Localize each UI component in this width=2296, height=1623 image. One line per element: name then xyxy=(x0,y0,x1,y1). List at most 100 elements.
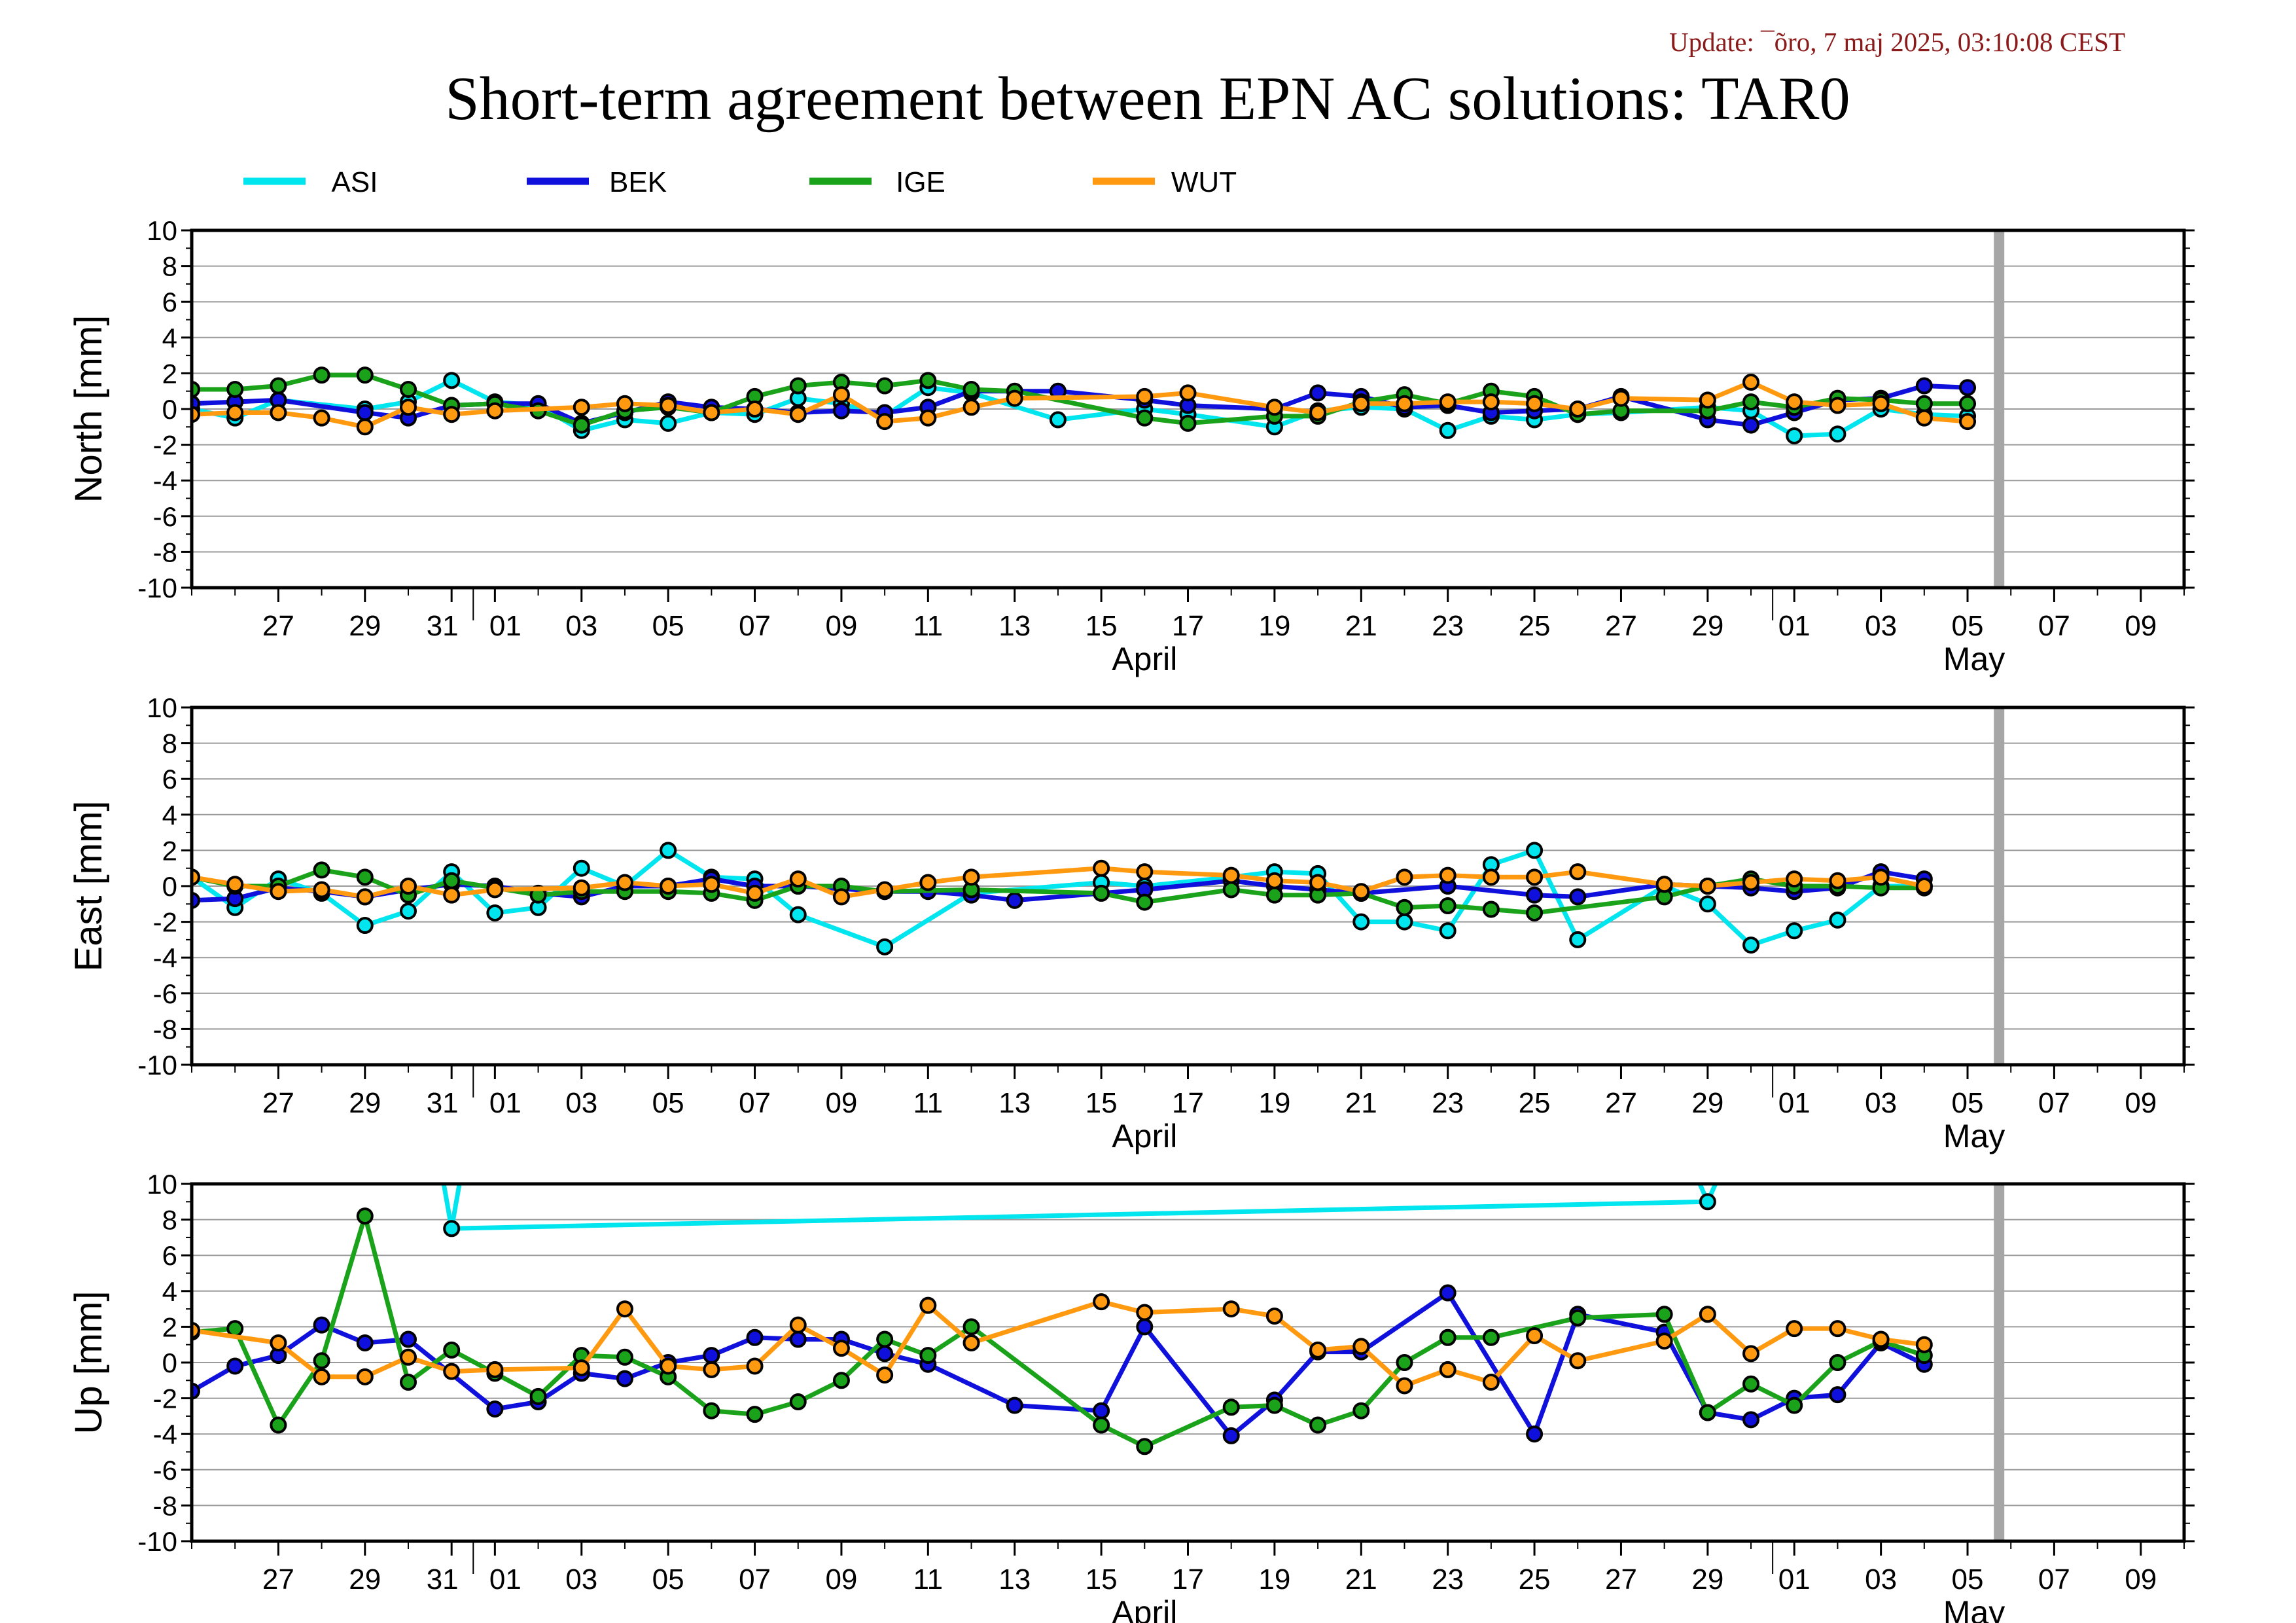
x-tick-label: 05 xyxy=(652,610,684,642)
y-tick-label: -6 xyxy=(153,978,177,1009)
data-point-ige xyxy=(876,377,894,395)
x-tick-label: 05 xyxy=(652,1563,684,1596)
data-point-bek xyxy=(746,1329,764,1346)
data-point-wut xyxy=(789,870,807,888)
y-tick-label: 4 xyxy=(162,800,177,830)
x-tick-label: 17 xyxy=(1172,1087,1204,1119)
data-point-wut xyxy=(1136,387,1154,405)
x-tick-label: 31 xyxy=(427,1087,459,1119)
data-point-asi xyxy=(660,414,677,432)
data-point-bek xyxy=(1526,1425,1544,1443)
data-point-asi xyxy=(1829,425,1846,443)
x-tick-label: 07 xyxy=(739,1087,771,1119)
data-point-wut xyxy=(1526,395,1544,412)
data-point-wut xyxy=(1093,1293,1110,1311)
data-point-ige xyxy=(270,1416,287,1434)
data-point-ige xyxy=(356,868,374,886)
x-tick-label: 29 xyxy=(1691,1563,1723,1596)
data-point-wut xyxy=(192,868,200,886)
x-tick-label: 15 xyxy=(1086,1563,1118,1596)
data-point-wut xyxy=(1179,384,1197,402)
data-point-wut xyxy=(1872,868,1890,886)
data-point-wut xyxy=(1482,1374,1500,1391)
data-point-asi xyxy=(1699,1193,1716,1211)
data-point-ige xyxy=(789,377,807,395)
data-point-ige xyxy=(746,1406,764,1423)
data-point-ige xyxy=(443,1341,461,1359)
data-point-ige xyxy=(529,1387,547,1405)
data-point-wut xyxy=(1439,866,1457,884)
data-point-ige xyxy=(1699,1404,1716,1421)
y-tick-label: -10 xyxy=(137,1526,177,1557)
y-tick-label: 6 xyxy=(162,764,177,794)
data-point-wut xyxy=(226,404,244,421)
data-point-wut xyxy=(1786,870,1803,888)
x-tick-label: 07 xyxy=(739,610,771,642)
data-point-ige xyxy=(313,1352,330,1370)
data-point-wut xyxy=(573,879,590,897)
data-point-wut xyxy=(1742,1345,1760,1363)
data-point-wut xyxy=(876,1366,894,1384)
data-point-bek xyxy=(399,1330,417,1348)
data-point-wut xyxy=(1829,872,1846,889)
data-point-wut xyxy=(1482,393,1500,411)
plot-frame xyxy=(190,705,2186,1067)
y-tick-label: -10 xyxy=(137,1050,177,1080)
data-point-wut xyxy=(1699,1306,1716,1323)
data-point-bek xyxy=(1439,1284,1457,1302)
x-tick-label: 11 xyxy=(913,1563,943,1596)
data-point-wut xyxy=(1569,863,1587,881)
data-point-wut xyxy=(1222,1300,1240,1318)
data-point-ige xyxy=(1136,893,1154,911)
data-point-asi xyxy=(1699,895,1716,913)
x-tick-label: 21 xyxy=(1345,1563,1377,1596)
x-tick-label: 03 xyxy=(565,610,597,642)
x-tick-label: 11 xyxy=(913,610,943,642)
data-point-wut xyxy=(399,399,417,416)
x-tick-label: 01 xyxy=(489,1087,521,1119)
data-point-wut xyxy=(1786,393,1803,411)
data-point-bek xyxy=(703,1347,720,1364)
data-point-ige xyxy=(573,416,590,434)
data-point-ige xyxy=(1265,1397,1283,1414)
data-point-wut xyxy=(703,876,720,893)
plot-frame xyxy=(190,228,2186,590)
series-group xyxy=(192,842,1933,955)
data-point-bek xyxy=(832,402,850,419)
data-point-asi xyxy=(356,917,374,935)
data-point-wut xyxy=(1915,1336,1933,1353)
data-point-ige xyxy=(270,377,287,395)
data-point-wut xyxy=(1915,878,1933,895)
data-point-bek xyxy=(1526,886,1544,904)
data-point-wut xyxy=(919,409,937,427)
data-point-wut xyxy=(1265,399,1283,416)
data-point-wut xyxy=(270,883,287,901)
x-tick-label: 19 xyxy=(1258,1563,1290,1596)
data-point-wut xyxy=(313,409,330,427)
y-tick-label: -8 xyxy=(153,1014,177,1044)
data-point-wut xyxy=(703,404,720,421)
data-point-ige xyxy=(1093,884,1110,902)
y-tick-label: 6 xyxy=(162,1240,177,1271)
x-tick-label: 09 xyxy=(2125,610,2157,642)
y-tick-label: -2 xyxy=(153,1383,177,1414)
y-tick-label: 8 xyxy=(162,728,177,759)
data-point-wut xyxy=(1786,1320,1803,1338)
x-tick-label: 03 xyxy=(565,1563,597,1596)
panel-north: 10 8 6 4 2 0 -2 -4 -6 -8 -10 27 29 31 01 03 05 07 09 11 13 15… xyxy=(67,215,2195,677)
data-point-asi xyxy=(1829,911,1846,929)
x-tick-label: 01 xyxy=(1778,1087,1810,1119)
data-point-ige xyxy=(1179,414,1197,432)
data-point-wut xyxy=(1352,883,1370,901)
x-tick-label: 01 xyxy=(1778,1563,1810,1596)
y-axis-label: Up [mm] xyxy=(67,1291,110,1434)
y-tick-label: 2 xyxy=(162,835,177,866)
data-point-wut xyxy=(573,399,590,416)
data-point-asi xyxy=(660,842,677,859)
data-point-wut xyxy=(876,881,894,899)
month-label: April xyxy=(1112,1594,1177,1623)
data-point-wut xyxy=(963,399,980,416)
data-point-ige xyxy=(313,366,330,384)
data-point-wut xyxy=(486,402,504,419)
x-tick-label: 29 xyxy=(1691,610,1723,642)
